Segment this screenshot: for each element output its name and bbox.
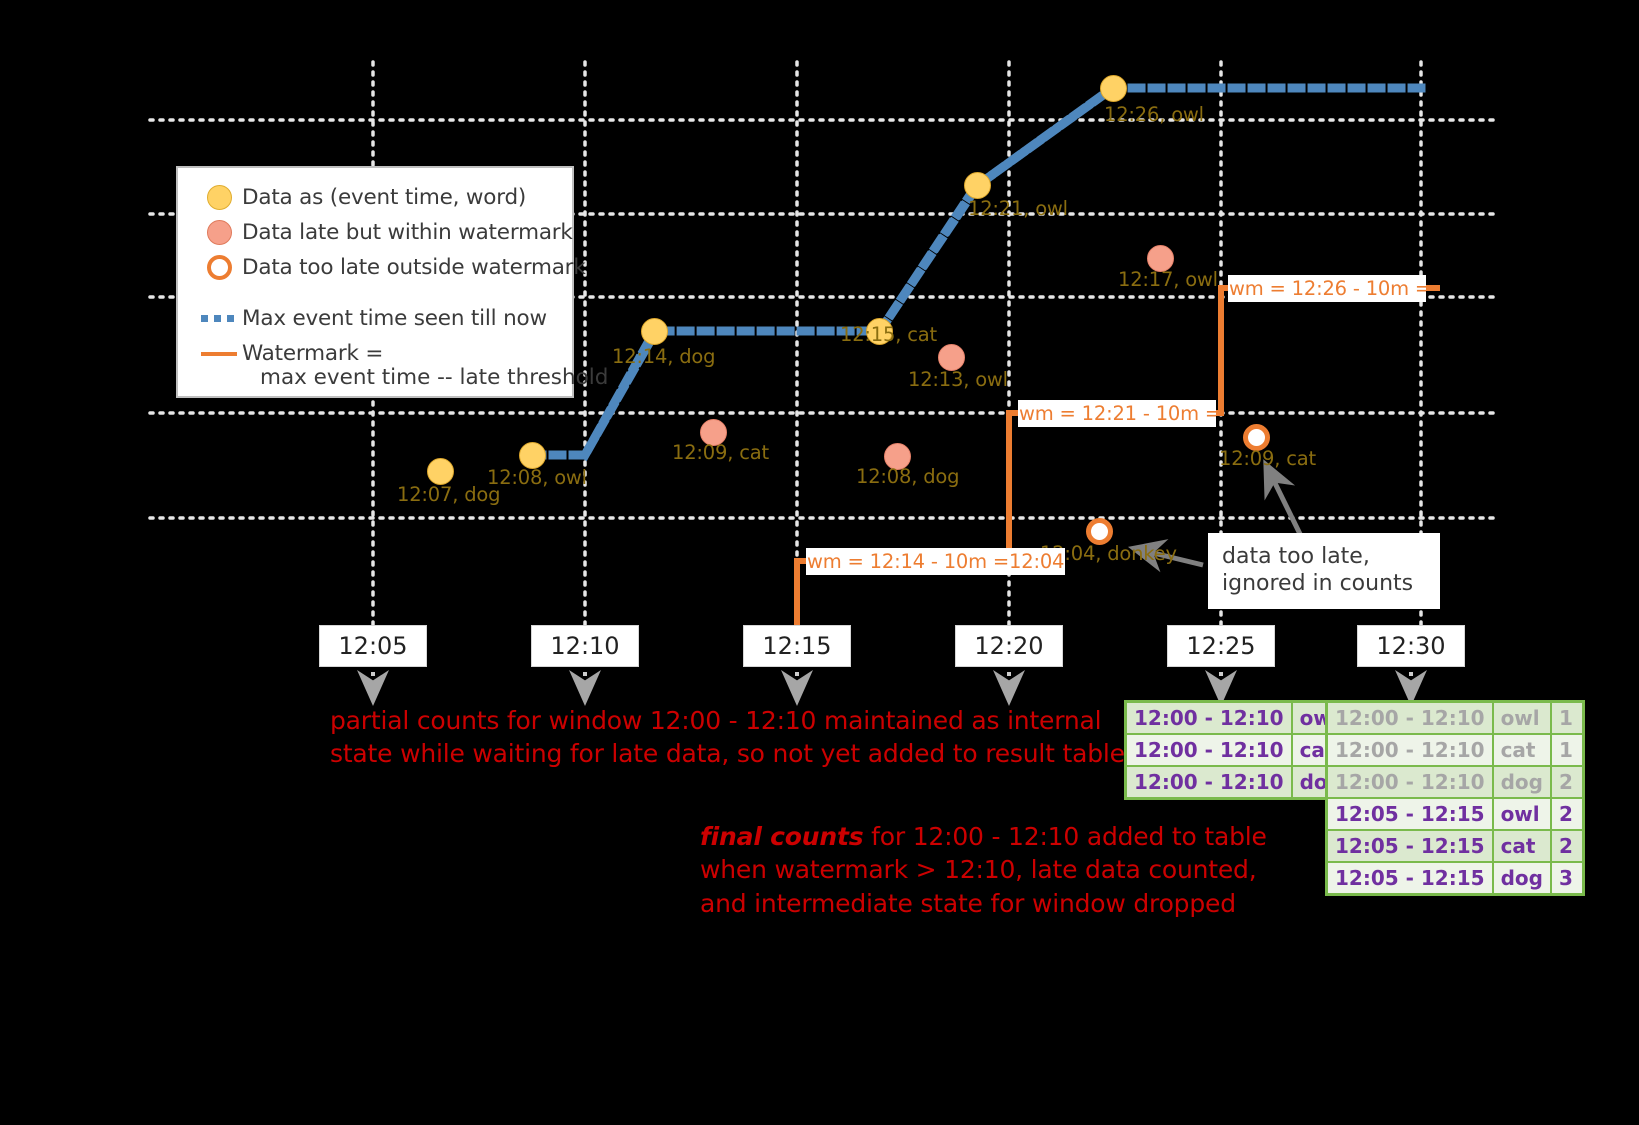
event-point-1221-owl (964, 172, 991, 199)
cell-window: 12:00 - 12:10 (1325, 700, 1494, 735)
event-label: 12:15, cat (840, 323, 937, 346)
cell-window: 12:00 - 12:10 (1124, 733, 1293, 767)
event-label: 12:09, cat (1219, 447, 1316, 470)
callout-line-2: ignored in counts (1222, 571, 1414, 596)
legend-label: Max event time seen till now (242, 306, 547, 331)
legend-row-late-within: Data late but within watermark (178, 215, 573, 250)
cell-window: 12:05 - 12:15 (1325, 797, 1494, 831)
cell-word: owl (1491, 797, 1552, 831)
cell-count: 1 (1549, 733, 1585, 767)
legend-row-too-late: Data too late outside watermark (178, 250, 586, 285)
event-label: 12:08, dog (856, 465, 960, 488)
note-line-2: state while waiting for late data, so no… (330, 739, 1125, 769)
salmon-dot-icon (196, 220, 242, 245)
watermark-label-1204: wm = 12:14 - 10m =12:04 (806, 548, 1066, 575)
axis-tick-1215: 12:15 (743, 625, 851, 667)
event-point-1208-dog-late (884, 443, 911, 470)
event-point-1204-donkey (1086, 518, 1113, 545)
cell-word: cat (1491, 829, 1552, 863)
table-row: 12:05 - 12:15 owl 2 (1325, 797, 1585, 831)
legend-label: Data as (event time, word) (242, 185, 527, 210)
note-final-line-3: and intermediate state for window droppe… (700, 888, 1236, 918)
event-label: 12:07, dog (397, 483, 501, 506)
callout-line-1: data too late, (1222, 544, 1370, 570)
event-label: 12:08, owl (487, 466, 587, 489)
cell-count: 3 (1549, 861, 1585, 896)
table-row: 12:00 - 12:10 cat 1 (1325, 733, 1585, 767)
table-row: 12:00 - 12:10 owl 1 (1325, 700, 1585, 735)
event-point-1213-owl (938, 344, 965, 371)
table-row: 12:05 - 12:15 cat 2 (1325, 829, 1585, 863)
legend-label: Data late but within watermark (242, 220, 573, 245)
tick-drop-arrows (357, 670, 1427, 706)
axis-tick-1210: 12:10 (531, 625, 639, 667)
cell-window: 12:05 - 12:15 (1325, 829, 1494, 863)
max-event-time-line (528, 83, 1426, 460)
axis-tick-1220: 12:20 (955, 625, 1063, 667)
yellow-dot-icon (196, 185, 242, 210)
event-label: 12:13, owl (908, 368, 1008, 391)
event-point-1215-cat (866, 318, 893, 345)
note-final-line-1: final counts for 12:00 - 12:10 added to … (700, 820, 1267, 853)
event-point-1209-cat (700, 419, 727, 446)
event-point-1208-owl (519, 442, 546, 469)
legend: Data as (event time, word) Data late but… (176, 166, 609, 398)
hollow-dot-icon (196, 255, 242, 280)
axis-tick-1205: 12:05 (319, 625, 427, 667)
note-final-line-2: when watermark > 12:10, late data counte… (700, 855, 1257, 885)
event-label: 12:26, owl (1104, 103, 1204, 126)
cell-window: 12:00 - 12:10 (1325, 733, 1494, 767)
event-label: 12:09, cat (672, 441, 769, 464)
cell-word: cat (1491, 733, 1552, 767)
event-point-1226-owl (1100, 75, 1127, 102)
table-row: 12:05 - 12:15 dog 3 (1325, 861, 1585, 896)
cell-word: dog (1491, 861, 1552, 896)
cell-word: dog (1491, 765, 1552, 799)
cell-window: 12:00 - 12:10 (1124, 765, 1293, 800)
event-label: 12:21, owl (968, 197, 1068, 220)
axis-tick-1230: 12:30 (1357, 625, 1465, 667)
note-partial-counts: partial counts for window 12:00 - 12:10 … (330, 704, 1125, 771)
axis-tick-1225: 12:25 (1167, 625, 1275, 667)
event-point-1207-dog (427, 458, 454, 485)
event-label: 12:14, dog (612, 345, 716, 368)
legend-row-watermark: Watermark = (178, 336, 572, 371)
note-final-rest: for 12:00 - 12:10 added to table (863, 822, 1267, 851)
result-table-1230: 12:00 - 12:10 owl 1 12:00 - 12:10 cat 1 … (1325, 700, 1585, 896)
watermark-label-1211: wm = 12:21 - 10m =12:11 (1018, 400, 1216, 427)
orange-solid-line-icon (196, 351, 242, 356)
cell-count: 2 (1549, 765, 1585, 799)
event-point-1214-dog (641, 318, 668, 345)
legend-row-max-event-time: Max event time seen till now (178, 301, 572, 336)
legend-row-on-time: Data as (event time, word) (178, 180, 572, 215)
event-point-1217-owl (1147, 245, 1174, 272)
too-late-callout: data too late, ignored in counts (1208, 533, 1440, 609)
note-line-1: partial counts for window 12:00 - 12:10 … (330, 706, 1102, 735)
blue-dashed-line-icon (196, 315, 242, 322)
cell-count: 2 (1549, 829, 1585, 863)
event-label: 12:04, donkey (1040, 542, 1177, 565)
note-final-counts: final counts for 12:00 - 12:10 added to … (700, 820, 1267, 920)
cell-window: 12:05 - 12:15 (1325, 861, 1494, 896)
cell-window: 12:00 - 12:10 (1325, 765, 1494, 799)
legend-spacer (178, 285, 572, 301)
legend-label: Watermark = (242, 341, 384, 366)
event-label: 12:17, owl (1118, 268, 1218, 291)
cell-count: 2 (1549, 797, 1585, 831)
event-point-1209-cat-too-late (1243, 424, 1270, 451)
note-final-lead: final counts (700, 822, 864, 851)
watermark-label-1216: wm = 12:26 - 10m =12:16 (1228, 275, 1426, 302)
cell-count: 1 (1549, 700, 1585, 735)
cell-window: 12:00 - 12:10 (1124, 700, 1293, 735)
table-row: 12:00 - 12:10 dog 2 (1325, 765, 1585, 799)
legend-watermark-sublabel: max event time -- late threshold (260, 365, 609, 390)
legend-label: Data too late outside watermark (242, 255, 586, 280)
cell-word: owl (1491, 700, 1552, 735)
